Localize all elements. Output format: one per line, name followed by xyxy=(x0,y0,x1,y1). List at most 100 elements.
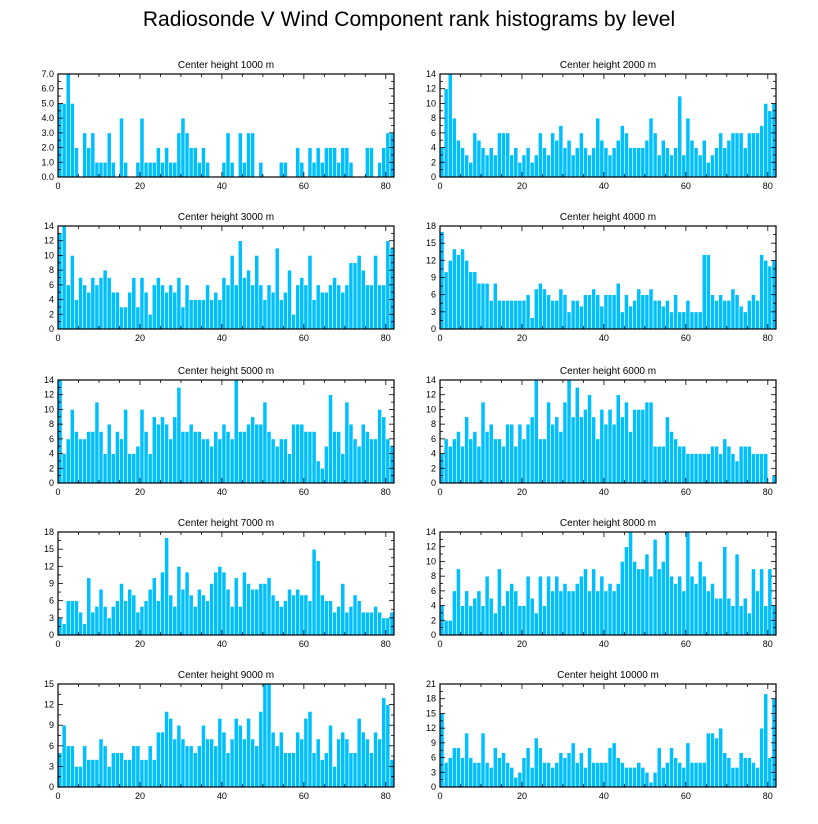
histogram-bar xyxy=(583,409,588,484)
histogram-bar xyxy=(213,745,219,788)
histogram-bar xyxy=(648,575,654,636)
x-tick-label: 20 xyxy=(135,639,145,649)
histogram-bar xyxy=(156,147,161,178)
y-tick-label: 12 xyxy=(44,561,54,571)
histogram-bar xyxy=(135,161,141,178)
histogram-bar xyxy=(365,431,370,484)
histogram-bar xyxy=(315,738,321,788)
histogram-bar xyxy=(123,306,128,330)
histogram-bar xyxy=(718,727,724,788)
histogram-bar xyxy=(734,460,740,484)
histogram-bar xyxy=(763,693,769,788)
histogram-bar xyxy=(730,132,736,178)
x-tick-label: 20 xyxy=(517,333,527,343)
histogram-bar xyxy=(546,154,551,178)
histogram-bar xyxy=(262,299,268,330)
histogram-bar xyxy=(180,306,186,330)
histogram-bar xyxy=(488,147,494,178)
histogram-bar xyxy=(160,161,165,178)
histogram-bar xyxy=(755,132,760,178)
histogram-bar xyxy=(587,154,592,178)
histogram-bar xyxy=(558,125,564,178)
histogram-bar xyxy=(517,771,523,788)
histogram-bar xyxy=(328,600,333,636)
histogram-bar xyxy=(283,752,288,788)
histogram-bar xyxy=(377,409,383,484)
histogram-bar xyxy=(303,718,309,788)
histogram-bar xyxy=(389,611,395,636)
histogram-bar xyxy=(147,745,153,788)
histogram-bar xyxy=(311,548,317,636)
histogram-panel: Center height 10000 m 0 20 40 60 80 0 3 6 9 12 15 18… xyxy=(426,670,777,801)
histogram-bar xyxy=(665,147,670,178)
histogram-bar xyxy=(373,438,378,484)
histogram-bar xyxy=(603,762,609,788)
histogram-bar xyxy=(274,600,280,636)
histogram-bar xyxy=(603,147,609,178)
x-tick-label: 60 xyxy=(681,639,691,649)
histogram-bar xyxy=(529,597,535,636)
histogram-bar xyxy=(619,416,625,484)
histogram-bar xyxy=(283,600,288,636)
histogram-bar xyxy=(628,147,633,178)
x-tick-label: 0 xyxy=(437,791,442,801)
y-tick-label: 9 xyxy=(49,720,54,730)
panel-title: Center height 3000 m xyxy=(178,212,274,223)
histogram-bar xyxy=(759,125,765,178)
histogram-bar xyxy=(501,605,506,636)
histogram-bar xyxy=(295,423,301,484)
histogram-bar xyxy=(86,147,92,178)
histogram-bar xyxy=(652,445,658,484)
histogram-bar xyxy=(307,147,313,178)
histogram-bar xyxy=(205,738,210,788)
histogram-bar xyxy=(710,732,715,788)
histogram-bar xyxy=(221,161,227,178)
histogram-bar xyxy=(225,588,231,636)
histogram-bar xyxy=(509,423,515,484)
histogram-bar xyxy=(640,409,646,484)
histogram-bar xyxy=(254,423,260,484)
histogram-bar xyxy=(521,154,527,178)
histogram-bar xyxy=(110,291,116,330)
histogram-bar xyxy=(562,147,568,178)
histogram-bar xyxy=(451,438,457,484)
histogram-bar xyxy=(652,132,658,178)
histogram-bar xyxy=(587,590,592,636)
histogram-bar xyxy=(685,742,691,788)
histogram-bar xyxy=(611,423,617,484)
histogram-bar xyxy=(697,311,703,330)
histogram-bar xyxy=(160,731,165,788)
histogram-bar xyxy=(213,291,219,330)
y-tick-label: 1.0 xyxy=(41,157,54,167)
histogram-bar xyxy=(336,738,342,788)
histogram-bar xyxy=(451,590,457,636)
histogram-bar xyxy=(373,606,378,636)
histogram-bar xyxy=(656,568,662,636)
histogram-bar xyxy=(106,766,112,788)
histogram-bar xyxy=(258,284,264,330)
histogram-bar xyxy=(295,147,301,178)
histogram-bar xyxy=(611,294,617,330)
histogram-bar xyxy=(373,731,378,788)
histogram-bar xyxy=(115,600,120,636)
histogram-bar xyxy=(373,255,378,330)
histogram-bar xyxy=(640,568,646,636)
histogram-bar xyxy=(123,409,128,484)
histogram-bar xyxy=(180,431,186,484)
histogram-bar xyxy=(94,401,100,484)
histogram-bar xyxy=(652,771,658,788)
histogram-bar xyxy=(583,294,588,330)
histogram-bar xyxy=(480,605,486,636)
histogram-bar xyxy=(180,117,186,178)
x-tick-label: 20 xyxy=(135,487,145,497)
histogram-bar xyxy=(476,762,482,788)
x-tick-label: 60 xyxy=(299,487,309,497)
y-tick-label: 12 xyxy=(426,542,436,552)
histogram-panel: Center height 1000 m 0 20 40 60 80 0.0 1.0 2.0 3.… xyxy=(41,60,395,191)
histogram-bar xyxy=(94,161,100,178)
panel-title: Center height 4000 m xyxy=(560,212,656,223)
histogram-bar xyxy=(673,757,678,788)
histogram-bar xyxy=(176,724,182,788)
y-tick-label: 8 xyxy=(431,419,436,429)
histogram-bar xyxy=(685,453,691,484)
